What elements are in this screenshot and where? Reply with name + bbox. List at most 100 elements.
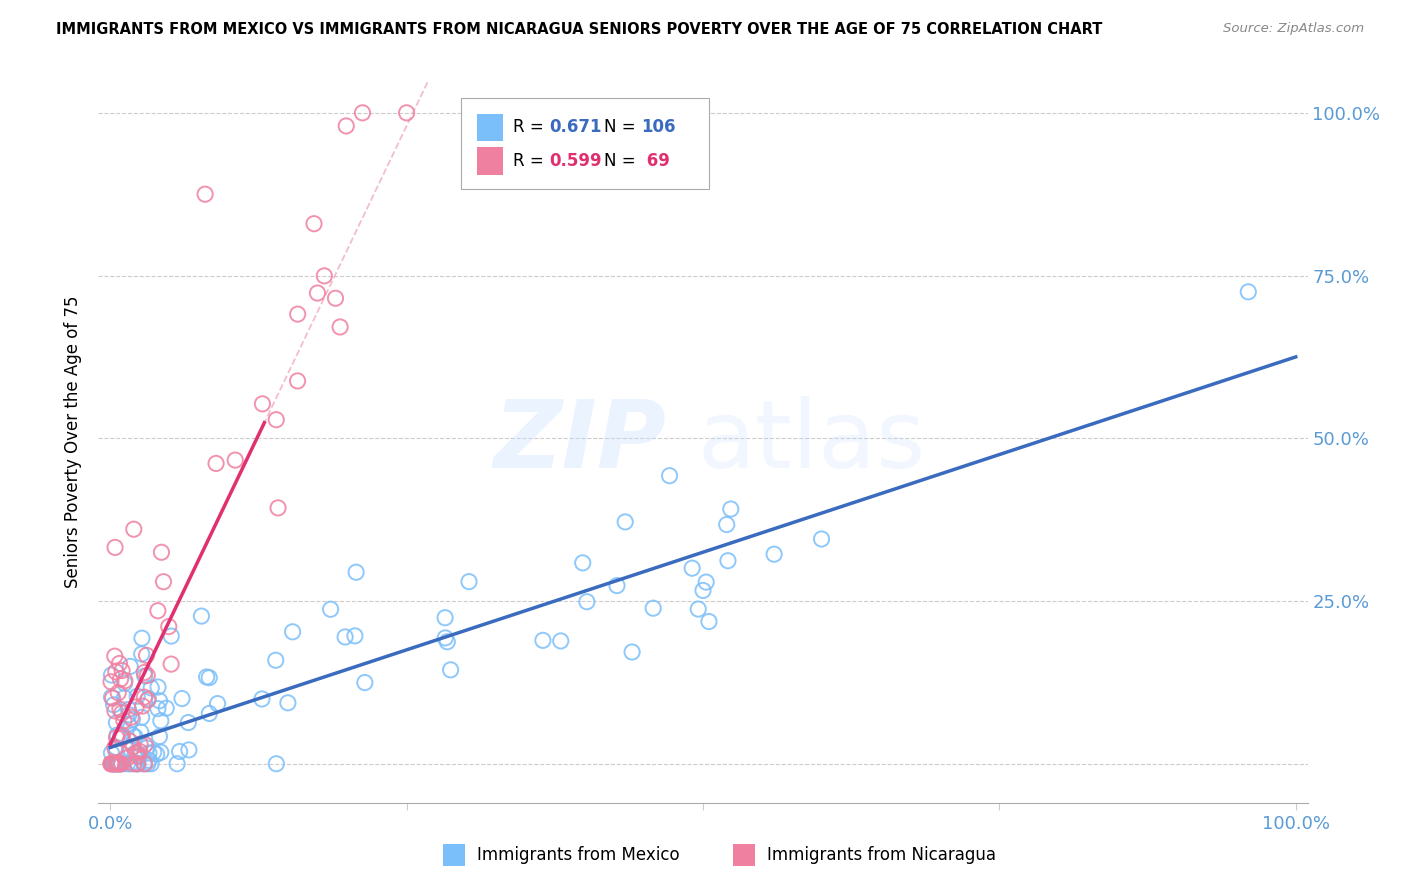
Point xyxy=(138,691,160,706)
Point xyxy=(118,707,141,722)
Point xyxy=(314,268,336,283)
Point xyxy=(177,715,200,730)
Point xyxy=(100,674,122,689)
Point xyxy=(224,453,246,467)
FancyBboxPatch shape xyxy=(461,98,709,189)
Point xyxy=(531,633,554,648)
Point xyxy=(575,595,598,609)
Point xyxy=(146,701,169,715)
Text: 106: 106 xyxy=(641,119,676,136)
Point xyxy=(127,756,149,771)
Bar xyxy=(477,113,503,141)
Point xyxy=(155,701,177,715)
Point xyxy=(111,664,134,678)
Point xyxy=(129,737,152,751)
Point xyxy=(264,653,287,667)
Point xyxy=(142,745,165,759)
Point xyxy=(122,756,145,771)
Point xyxy=(131,631,153,645)
Point xyxy=(134,690,156,705)
Point xyxy=(717,554,740,568)
Point xyxy=(763,547,786,561)
Point xyxy=(720,502,742,516)
Point xyxy=(692,583,714,598)
Point xyxy=(101,756,124,771)
Point xyxy=(571,556,593,570)
Text: N =: N = xyxy=(603,153,641,170)
Text: Immigrants from Mexico: Immigrants from Mexico xyxy=(477,846,679,863)
Point xyxy=(658,468,681,483)
Point xyxy=(117,756,139,771)
Point xyxy=(335,119,357,133)
Point xyxy=(121,728,143,742)
Point xyxy=(131,710,153,724)
Point xyxy=(177,743,200,757)
Point xyxy=(436,634,458,648)
Point xyxy=(264,413,287,427)
Point xyxy=(118,734,141,748)
Point xyxy=(104,704,127,718)
Point xyxy=(134,669,156,683)
Point xyxy=(344,565,367,579)
Point xyxy=(614,515,637,529)
Point xyxy=(135,740,157,755)
Point xyxy=(117,702,139,716)
Point xyxy=(107,756,129,771)
Point xyxy=(136,668,159,682)
Point xyxy=(107,756,129,771)
Point xyxy=(353,675,375,690)
Point xyxy=(621,645,644,659)
Bar xyxy=(734,844,755,865)
Point xyxy=(103,756,125,771)
Point xyxy=(111,730,134,744)
Text: IMMIGRANTS FROM MEXICO VS IMMIGRANTS FROM NICARAGUA SENIORS POVERTY OVER THE AGE: IMMIGRANTS FROM MEXICO VS IMMIGRANTS FRO… xyxy=(56,22,1102,37)
Point xyxy=(127,756,149,771)
Point xyxy=(134,756,156,771)
Point xyxy=(146,680,169,694)
Point xyxy=(458,574,481,589)
Point xyxy=(1237,285,1260,299)
Point xyxy=(146,604,169,618)
Text: 0.599: 0.599 xyxy=(550,153,602,170)
Point xyxy=(160,629,183,643)
Point xyxy=(134,738,156,752)
Point xyxy=(124,746,146,760)
Point xyxy=(114,673,136,688)
Point xyxy=(120,756,142,771)
Point xyxy=(129,748,152,763)
Point xyxy=(148,694,170,708)
Point xyxy=(439,663,461,677)
Point xyxy=(325,291,347,305)
Point xyxy=(139,756,162,771)
Point xyxy=(128,745,150,759)
Point xyxy=(352,105,374,120)
Point xyxy=(105,756,128,771)
Point xyxy=(100,668,122,682)
Point xyxy=(329,320,352,334)
Point xyxy=(107,756,129,771)
Y-axis label: Seniors Poverty Over the Age of 75: Seniors Poverty Over the Age of 75 xyxy=(65,295,83,588)
Point xyxy=(101,691,124,706)
Point xyxy=(287,374,309,388)
Point xyxy=(112,714,135,728)
Point xyxy=(110,728,132,742)
Bar xyxy=(443,844,465,865)
Point xyxy=(111,706,134,720)
Point xyxy=(104,756,127,771)
Point xyxy=(108,756,131,771)
Point xyxy=(125,746,148,760)
Text: N =: N = xyxy=(603,119,641,136)
Point xyxy=(681,561,703,575)
Point xyxy=(114,676,136,690)
Point xyxy=(129,725,152,739)
Point xyxy=(101,756,124,771)
Point xyxy=(287,307,309,321)
Point xyxy=(135,648,157,663)
Point xyxy=(124,756,146,771)
Point xyxy=(302,217,325,231)
Text: Immigrants from Nicaragua: Immigrants from Nicaragua xyxy=(768,846,995,863)
Point xyxy=(100,690,122,705)
Point xyxy=(141,681,163,695)
Point xyxy=(395,105,418,120)
Point xyxy=(110,672,132,686)
